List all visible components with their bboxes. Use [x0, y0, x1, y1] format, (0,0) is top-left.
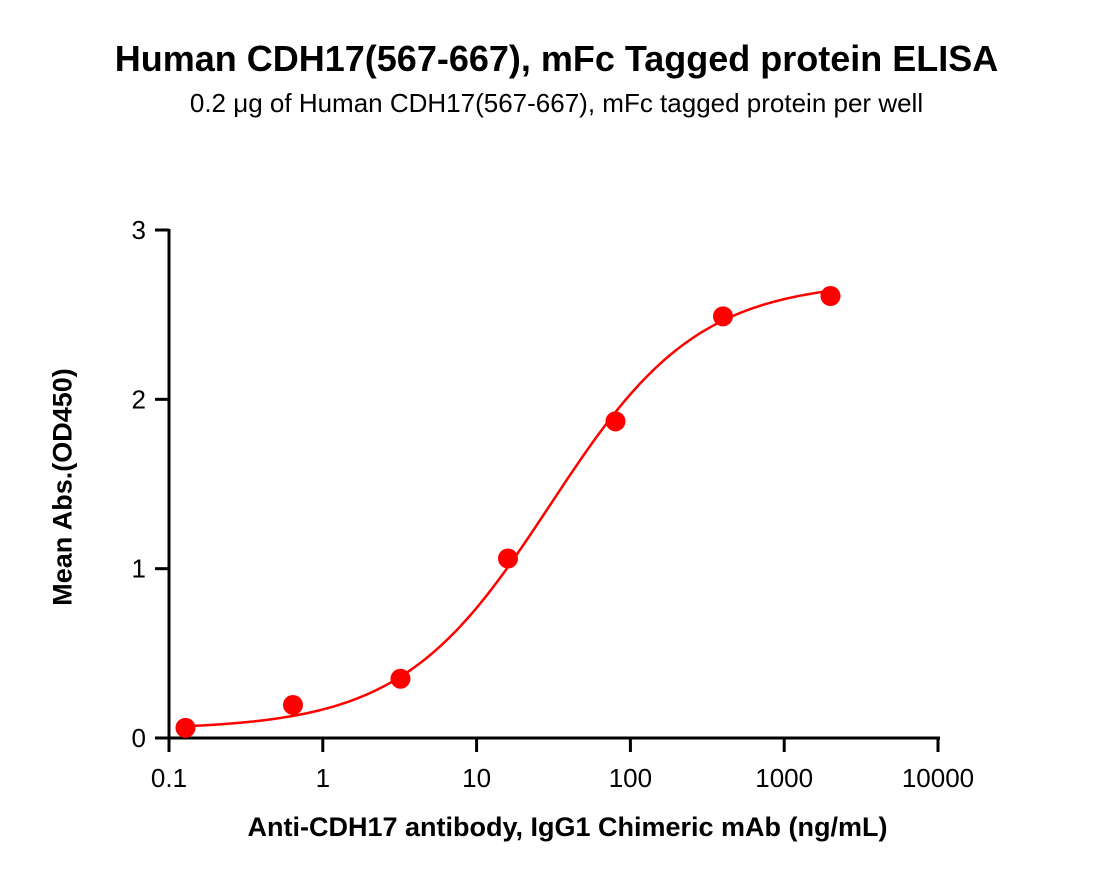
y-axis-label: Mean Abs.(OD450) [47, 368, 78, 606]
x-tick-label: 100 [609, 763, 652, 793]
y-ticks: 0 1 2 3 [132, 215, 169, 753]
data-point [820, 286, 841, 307]
y-tick-label: 1 [132, 554, 146, 584]
y-tick-label: 3 [132, 215, 146, 245]
x-ticks: 0.1 1 10 100 1000 10000 [151, 738, 974, 793]
x-tick-label: 1 [316, 763, 330, 793]
data-point [282, 694, 303, 715]
chart-subtitle: 0.2 μg of Human CDH17(567-667), mFc tagg… [189, 88, 924, 118]
x-tick-label: 10 [462, 763, 491, 793]
data-point [497, 548, 518, 569]
data-point [390, 668, 411, 689]
data-point [605, 411, 626, 432]
fit-curve [185, 289, 831, 728]
data-points [175, 286, 841, 738]
chart-title: Human CDH17(567-667), mFc Tagged protein… [114, 38, 999, 79]
y-tick-label: 0 [132, 723, 146, 753]
data-point [175, 717, 196, 738]
x-axis-label: Anti-CDH17 antibody, IgG1 Chimeric mAb (… [247, 812, 888, 842]
data-point [712, 306, 733, 327]
x-tick-label: 10000 [902, 763, 974, 793]
x-tick-label: 0.1 [151, 763, 187, 793]
y-tick-label: 2 [132, 384, 146, 414]
y-axis: 0 1 2 3 [132, 215, 171, 753]
x-tick-label: 1000 [755, 763, 813, 793]
x-axis: 0.1 1 10 100 1000 10000 [151, 736, 974, 793]
